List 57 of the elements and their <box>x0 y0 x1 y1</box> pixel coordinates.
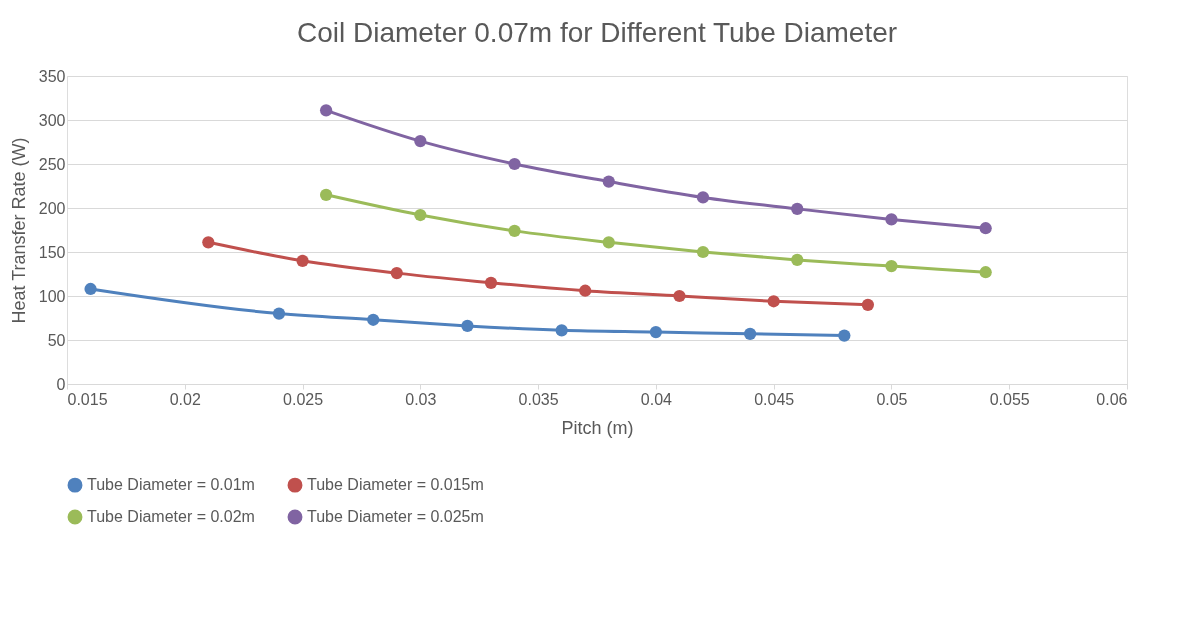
point <box>743 327 757 340</box>
x-axis-title: Pitch (m) <box>561 417 634 438</box>
legend-label: Tube Diameter = 0.025m <box>307 508 484 525</box>
y-tick-label: 50 <box>47 331 66 349</box>
x-tick-label: 0.045 <box>754 390 795 408</box>
x-tick-label: 0.035 <box>518 390 559 408</box>
y-tick-label: 100 <box>38 287 66 305</box>
y-tick-label: 0 <box>56 375 66 393</box>
legend-label: Tube Diameter = 0.015m <box>307 476 484 494</box>
x-tick-label: 0.04 <box>640 390 673 408</box>
point <box>791 253 804 267</box>
chart-title: Coil Diameter 0.07m for Different Tube Diameter <box>296 17 898 48</box>
point <box>696 191 710 204</box>
legend-label: Tube Diameter = 0.01m <box>87 476 255 494</box>
y-tick-label: 200 <box>38 199 66 217</box>
point <box>838 329 851 342</box>
point <box>885 259 898 273</box>
x-tick-label: 0.055 <box>989 390 1030 408</box>
point <box>979 266 992 279</box>
point <box>673 289 686 303</box>
point <box>579 284 592 297</box>
point <box>861 298 875 311</box>
y-axis-title: Heat Transfer Rate (W) <box>8 137 29 324</box>
x-tick-label: 0.025 <box>283 390 324 408</box>
x-tick-label: 0.015 <box>67 390 108 408</box>
point <box>555 324 568 337</box>
point <box>202 236 215 249</box>
point <box>84 282 97 296</box>
point <box>791 202 804 215</box>
point <box>414 208 427 222</box>
point <box>461 319 474 333</box>
point <box>602 175 615 188</box>
y-tick-label: 350 <box>38 67 66 85</box>
x-tick-label: 0.06 <box>1096 390 1128 408</box>
point <box>649 325 663 339</box>
point <box>484 276 498 289</box>
legend-label: Tube Diameter = 0.02m <box>87 508 255 525</box>
point <box>390 267 403 280</box>
point <box>602 236 615 249</box>
point <box>414 135 427 148</box>
point <box>508 224 521 237</box>
point <box>696 245 710 259</box>
point <box>367 313 380 326</box>
point <box>296 254 309 267</box>
point <box>319 104 333 117</box>
point <box>319 188 333 201</box>
point <box>767 295 780 308</box>
point <box>979 222 992 235</box>
y-tick-label: 250 <box>38 155 66 173</box>
x-tick-label: 0.05 <box>876 390 908 408</box>
x-tick-label: 0.03 <box>405 390 437 408</box>
y-tick-label: 300 <box>38 111 66 129</box>
y-tick-label: 150 <box>38 243 66 261</box>
point <box>272 307 286 320</box>
point <box>885 213 898 226</box>
point <box>508 157 521 171</box>
x-tick-label: 0.02 <box>169 390 201 408</box>
